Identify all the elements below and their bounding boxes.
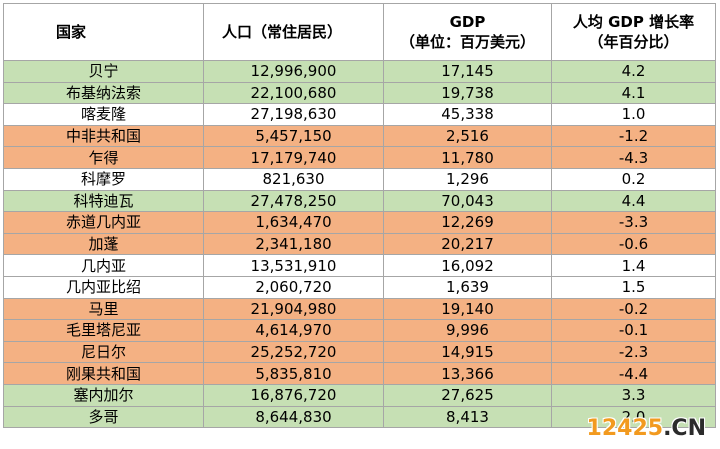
table-row: 喀麦隆 27,198,630 45,338 1.0 (3, 103, 716, 126)
cell-gdp: 45,338 (383, 103, 552, 126)
watermark-tld: .CN (663, 416, 706, 441)
table-row: 尼日尔 25,252,720 14,915 -2.3 (3, 340, 716, 364)
cell-population: 22,100,680 (203, 81, 384, 105)
cell-country: 科摩罗 (3, 167, 204, 191)
cell-population: 821,630 (203, 167, 384, 191)
cell-gdp: 1,296 (383, 167, 552, 191)
cell-population: 25,252,720 (203, 340, 384, 364)
cell-population: 13,531,910 (203, 254, 384, 277)
table-row: 乍得 17,179,740 11,780 -4.3 (3, 146, 716, 169)
cell-gdp: 70,043 (383, 189, 552, 213)
cell-country: 毛里塔尼亚 (3, 319, 204, 342)
cell-gdp: 19,140 (383, 297, 552, 321)
table-row: 科特迪瓦 27,478,250 70,043 4.4 (3, 189, 716, 213)
table-row: 塞内加尔 16,876,720 27,625 3.3 (3, 383, 716, 407)
cell-population: 1,634,470 (203, 211, 384, 234)
cell-growth: -0.2 (551, 297, 716, 321)
cell-gdp: 14,915 (383, 340, 552, 364)
cell-population: 2,341,180 (203, 232, 384, 256)
cell-country: 尼日尔 (3, 340, 204, 364)
table-row: 刚果共和国 5,835,810 13,366 -4.4 (3, 362, 716, 385)
cell-country: 几内亚比绍 (3, 275, 204, 299)
cell-growth: 4.2 (551, 60, 716, 83)
cell-growth: -4.3 (551, 146, 716, 169)
cell-growth: 0.2 (551, 167, 716, 191)
cell-country: 几内亚 (3, 254, 204, 277)
header-growth: 人均 GDP 增长率（年百分比） (551, 3, 716, 61)
table-row: 多哥 8,644,830 8,413 2.0 (3, 405, 716, 429)
cell-country: 喀麦隆 (3, 103, 204, 126)
cell-growth: -0.6 (551, 232, 716, 256)
cell-growth: -1.2 (551, 124, 716, 148)
cell-gdp: 11,780 (383, 146, 552, 169)
gdp-table: 国家 人口（常住居民） GDP （单位：百万美元） 人均 GDP 增长率（年百分… (3, 3, 716, 429)
site-watermark: 12425.CN (587, 416, 706, 441)
cell-gdp: 20,217 (383, 232, 552, 256)
cell-population: 27,478,250 (203, 189, 384, 213)
data-table-frame: 国家 人口（常住居民） GDP （单位：百万美元） 人均 GDP 增长率（年百分… (3, 3, 716, 429)
cell-country: 乍得 (3, 146, 204, 169)
cell-growth: -4.4 (551, 362, 716, 385)
cell-population: 4,614,970 (203, 319, 384, 342)
cell-country: 科特迪瓦 (3, 189, 204, 213)
cell-gdp: 9,996 (383, 319, 552, 342)
cell-growth: 1.0 (551, 103, 716, 126)
header-row: 国家 人口（常住居民） GDP （单位：百万美元） 人均 GDP 增长率（年百分… (3, 3, 716, 61)
table-row: 几内亚 13,531,910 16,092 1.4 (3, 254, 716, 277)
table-row: 马里 21,904,980 19,140 -0.2 (3, 297, 716, 321)
cell-population: 2,060,720 (203, 275, 384, 299)
cell-population: 12,996,900 (203, 60, 384, 83)
table-body: 贝宁 12,996,900 17,145 4.2 布基纳法索 22,100,680 19,… (3, 60, 716, 429)
table-row: 几内亚比绍 2,060,720 1,639 1.5 (3, 275, 716, 299)
table-row: 科摩罗 821,630 1,296 0.2 (3, 167, 716, 191)
cell-country: 塞内加尔 (3, 383, 204, 407)
cell-country: 加蓬 (3, 232, 204, 256)
cell-gdp: 12,269 (383, 211, 552, 234)
header-gdp-title: GDP (449, 13, 486, 31)
cell-growth: -3.3 (551, 211, 716, 234)
cell-gdp: 8,413 (383, 405, 552, 429)
cell-gdp: 27,625 (383, 383, 552, 407)
cell-population: 5,835,810 (203, 362, 384, 385)
header-gdp-unit: （单位：百万美元） (399, 33, 535, 51)
cell-growth: 3.3 (551, 383, 716, 407)
cell-growth: 4.4 (551, 189, 716, 213)
cell-growth: 1.5 (551, 275, 716, 299)
cell-gdp: 16,092 (383, 254, 552, 277)
cell-growth: 1.4 (551, 254, 716, 277)
cell-country: 贝宁 (3, 60, 204, 83)
cell-gdp: 1,639 (383, 275, 552, 299)
cell-population: 16,876,720 (203, 383, 384, 407)
table-row: 加蓬 2,341,180 20,217 -0.6 (3, 232, 716, 256)
cell-growth: -0.1 (551, 319, 716, 342)
table-row: 贝宁 12,996,900 17,145 4.2 (3, 60, 716, 83)
cell-country: 赤道几内亚 (3, 211, 204, 234)
cell-gdp: 13,366 (383, 362, 552, 385)
cell-country: 马里 (3, 297, 204, 321)
cell-population: 27,198,630 (203, 103, 384, 126)
cell-gdp: 17,145 (383, 60, 552, 83)
table-row: 赤道几内亚 1,634,470 12,269 -3.3 (3, 211, 716, 234)
table-row: 中非共和国 5,457,150 2,516 -1.2 (3, 124, 716, 148)
cell-country: 多哥 (3, 405, 204, 429)
cell-population: 17,179,740 (203, 146, 384, 169)
header-country: 国家 (3, 3, 204, 61)
header-gdp: GDP （单位：百万美元） (383, 3, 552, 61)
cell-population: 8,644,830 (203, 405, 384, 429)
cell-population: 21,904,980 (203, 297, 384, 321)
cell-growth: 2.0 (551, 405, 716, 429)
header-population: 人口（常住居民） (203, 3, 384, 61)
cell-country: 刚果共和国 (3, 362, 204, 385)
cell-gdp: 2,516 (383, 124, 552, 148)
table-header: 国家 人口（常住居民） GDP （单位：百万美元） 人均 GDP 增长率（年百分… (3, 3, 716, 61)
cell-growth: 4.1 (551, 81, 716, 105)
cell-gdp: 19,738 (383, 81, 552, 105)
cell-country: 布基纳法索 (3, 81, 204, 105)
cell-growth: -2.3 (551, 340, 716, 364)
table-row: 毛里塔尼亚 4,614,970 9,996 -0.1 (3, 319, 716, 342)
watermark-main: 12425 (586, 416, 664, 441)
cell-population: 5,457,150 (203, 124, 384, 148)
cell-country: 中非共和国 (3, 124, 204, 148)
table-row: 布基纳法索 22,100,680 19,738 4.1 (3, 81, 716, 105)
